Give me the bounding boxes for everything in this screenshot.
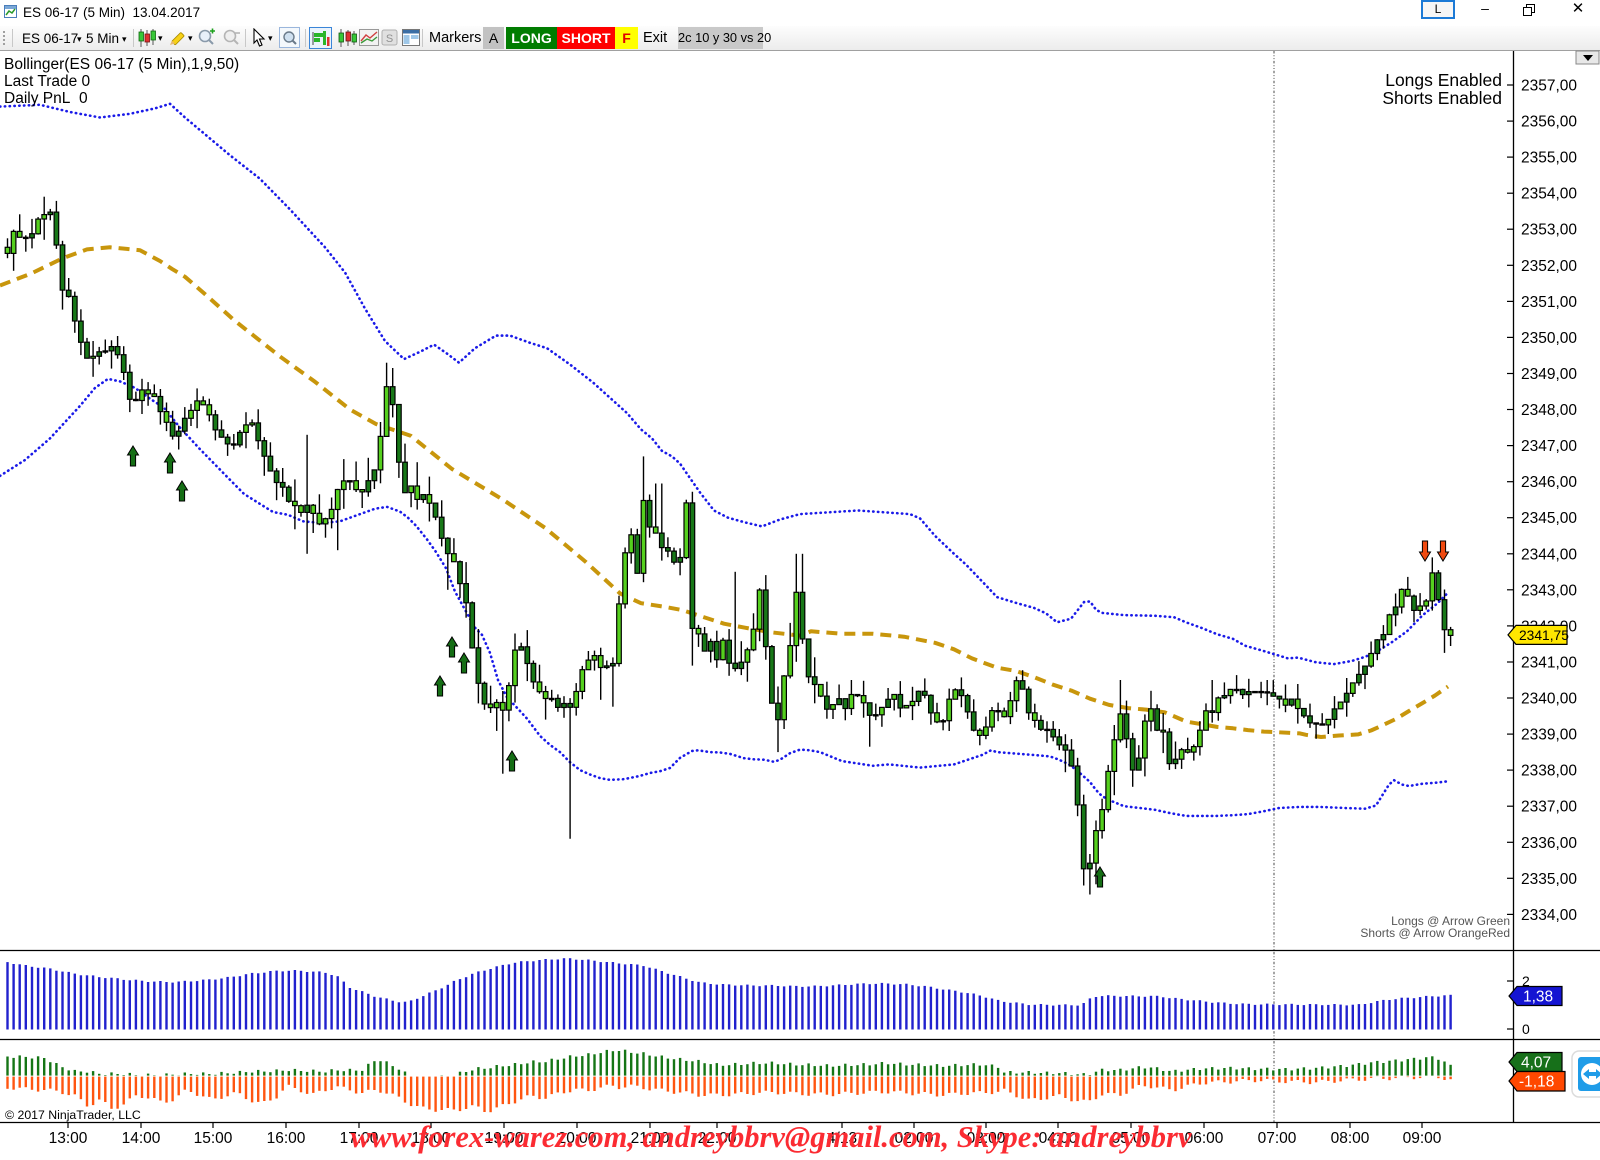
svg-text:22:00: 22:00 [698, 1130, 737, 1147]
svg-text:05:00: 05:00 [1112, 1130, 1151, 1147]
svg-text:© 2017 NinjaTrader, LLC: © 2017 NinjaTrader, LLC [5, 1108, 141, 1122]
svg-text:09:00: 09:00 [1403, 1130, 1442, 1147]
svg-text:4,07: 4,07 [1521, 1055, 1551, 1072]
svg-text:2353,00: 2353,00 [1521, 222, 1577, 239]
svg-text:2355,00: 2355,00 [1521, 150, 1577, 167]
svg-text:Longs Enabled: Longs Enabled [1385, 70, 1502, 90]
svg-text:03:00: 03:00 [967, 1130, 1006, 1147]
svg-text:2350,00: 2350,00 [1521, 330, 1577, 347]
svg-text:2336,00: 2336,00 [1521, 835, 1577, 852]
svg-text:Shorts @ Arrow OrangeRed: Shorts @ Arrow OrangeRed [1360, 926, 1510, 940]
svg-text:2340,00: 2340,00 [1521, 691, 1577, 708]
svg-text:04:00: 04:00 [1039, 1130, 1078, 1147]
svg-text:1,38: 1,38 [1523, 989, 1553, 1006]
svg-text:-1,18: -1,18 [1519, 1074, 1554, 1091]
svg-text:19:00: 19:00 [485, 1130, 524, 1147]
svg-text:Daily PnL 0: Daily PnL 0 [4, 90, 88, 107]
svg-text:02:00: 02:00 [895, 1130, 934, 1147]
svg-text:S: S [386, 33, 393, 45]
svg-text:2341,75: 2341,75 [1519, 628, 1569, 643]
svg-text:www.forex-warez.com, andreybbr: www.forex-warez.com, andreybbrv@gmail.co… [351, 1120, 1192, 1154]
svg-text:2348,00: 2348,00 [1521, 402, 1577, 419]
svg-text:20:00: 20:00 [558, 1130, 597, 1147]
svg-text:2: 2 [1522, 973, 1530, 989]
svg-text:18:00: 18:00 [412, 1130, 451, 1147]
svg-text:2347,00: 2347,00 [1521, 438, 1577, 455]
svg-text:Last Trade 0: Last Trade 0 [4, 73, 91, 90]
svg-text:2345,00: 2345,00 [1521, 510, 1577, 527]
svg-text:4/13: 4/13 [827, 1130, 857, 1147]
svg-text:21:00: 21:00 [631, 1130, 670, 1147]
svg-text:08:00: 08:00 [1331, 1130, 1370, 1147]
svg-text:13:00: 13:00 [49, 1130, 88, 1147]
svg-text:2344,00: 2344,00 [1521, 546, 1577, 563]
svg-text:2334,00: 2334,00 [1521, 907, 1577, 924]
svg-text:14:00: 14:00 [122, 1130, 161, 1147]
svg-text:2343,00: 2343,00 [1521, 582, 1577, 599]
svg-text:16:00: 16:00 [267, 1130, 306, 1147]
svg-text:2349,00: 2349,00 [1521, 366, 1577, 383]
svg-text:Longs @ Arrow Green: Longs @ Arrow Green [1391, 914, 1510, 928]
svg-text:Shorts Enabled: Shorts Enabled [1382, 88, 1502, 108]
svg-text:2354,00: 2354,00 [1521, 186, 1577, 203]
svg-text:0: 0 [1522, 1021, 1530, 1037]
svg-text:2335,00: 2335,00 [1521, 871, 1577, 888]
svg-text:2352,00: 2352,00 [1521, 258, 1577, 275]
svg-text:15:00: 15:00 [194, 1130, 233, 1147]
svg-text:2356,00: 2356,00 [1521, 114, 1577, 131]
svg-text:2341,00: 2341,00 [1521, 655, 1577, 672]
svg-text:2339,00: 2339,00 [1521, 727, 1577, 744]
svg-text:2338,00: 2338,00 [1521, 763, 1577, 780]
svg-text:07:00: 07:00 [1258, 1130, 1297, 1147]
svg-text:Bollinger(ES 06-17 (5 Min),1,9: Bollinger(ES 06-17 (5 Min),1,9,50) [4, 56, 239, 73]
svg-text:2351,00: 2351,00 [1521, 294, 1577, 311]
svg-text:2346,00: 2346,00 [1521, 474, 1577, 491]
svg-text:2337,00: 2337,00 [1521, 799, 1577, 816]
svg-text:2357,00: 2357,00 [1521, 78, 1577, 95]
svg-text:17:00: 17:00 [340, 1130, 379, 1147]
svg-text:06:00: 06:00 [1185, 1130, 1224, 1147]
